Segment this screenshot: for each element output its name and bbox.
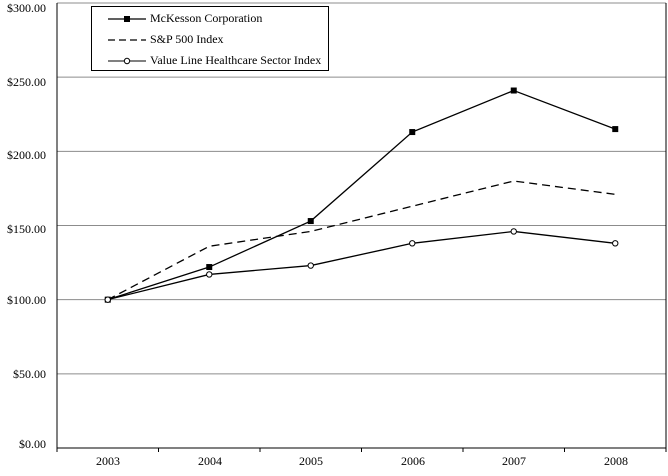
x-axis-label-2003: 2003 [96, 454, 120, 468]
series-line-2 [107, 230, 616, 301]
x-axis-label-2008: 2008 [604, 454, 628, 468]
legend-label: Value Line Healthcare Sector Index [150, 53, 322, 67]
legend: McKesson Corporation S&P 500 Index Value… [91, 6, 329, 71]
series-0-marker [612, 126, 619, 133]
y-axis-label-200: $200.00 [7, 148, 46, 162]
y-axis-label-50: $50.00 [13, 367, 46, 381]
legend-label: McKesson Corporation [150, 11, 263, 25]
series-line-1 [107, 180, 616, 301]
series-2-marker [104, 296, 111, 303]
solid-line-square-marker-icon [108, 15, 146, 22]
y-axis-label-100: $100.00 [7, 293, 46, 307]
series-0-marker [307, 218, 314, 225]
series-0-marker [510, 87, 517, 94]
legend-item-mckesson: McKesson Corporation [92, 8, 328, 29]
x-axis-label-2005: 2005 [299, 454, 323, 468]
series-0-marker [409, 129, 416, 136]
legend-item-sp500: S&P 500 Index [92, 29, 328, 50]
legend-item-valueline: Value Line Healthcare Sector Index [92, 50, 328, 71]
x-axis-label-2007: 2007 [502, 454, 526, 468]
dashed-line-icon [108, 38, 146, 41]
y-axis-label-250: $250.00 [7, 75, 46, 89]
series-2-marker [307, 262, 314, 269]
legend-label: S&P 500 Index [150, 32, 224, 46]
series-line-0 [107, 89, 616, 301]
solid-line-circle-marker-icon [108, 57, 146, 64]
y-axis-label-150: $150.00 [7, 222, 46, 236]
series-0-marker [206, 264, 213, 271]
y-axis-label-300: $300.00 [7, 1, 46, 15]
series-2-marker [510, 228, 517, 235]
series-2-marker [612, 240, 619, 247]
x-axis-label-2004: 2004 [198, 454, 222, 468]
x-axis-label-2006: 2006 [401, 454, 425, 468]
series-2-marker [206, 271, 213, 278]
y-axis-label-0: $0.00 [19, 437, 46, 451]
series-2-marker [409, 240, 416, 247]
